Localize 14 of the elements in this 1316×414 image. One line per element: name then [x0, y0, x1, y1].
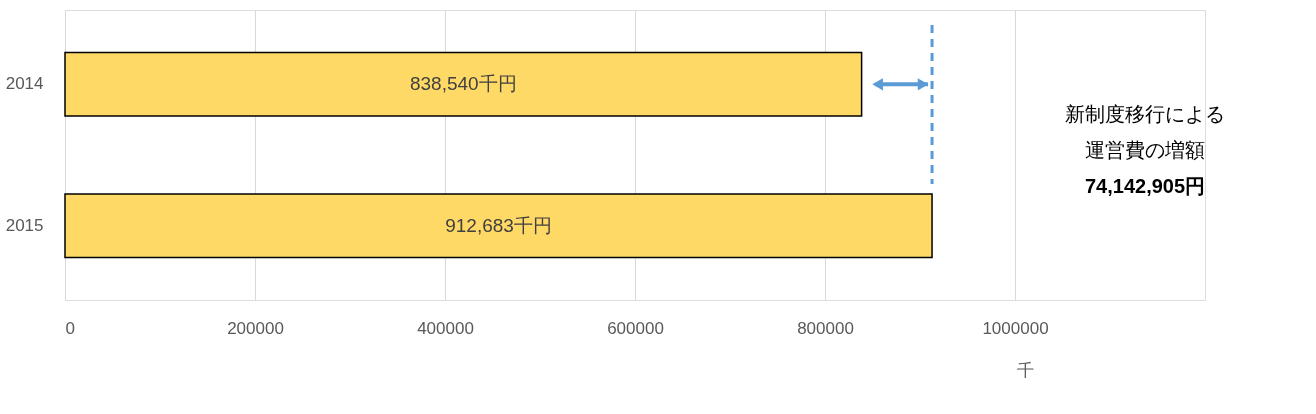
x-tick-label: 800000	[797, 318, 854, 338]
x-tick-label: 200000	[227, 318, 284, 338]
annotation: 74,142,905円	[1084, 175, 1206, 197]
x-tick-label: 400000	[417, 318, 474, 338]
annotation: 新制度移行による	[1065, 103, 1225, 125]
data-label: 912,683千円	[445, 214, 552, 236]
x-tick-label: 600000	[607, 318, 664, 338]
x-axis-title: 千	[1017, 360, 1034, 380]
annotation: 運営費の増額	[1085, 139, 1205, 161]
data-label: 838,540千円	[409, 73, 517, 95]
y-tick-label: 2014	[5, 74, 44, 94]
y-tick-label: 2015	[5, 215, 44, 235]
x-tick-label: 0	[65, 318, 75, 338]
x-tick-label: 1000000	[982, 318, 1049, 338]
